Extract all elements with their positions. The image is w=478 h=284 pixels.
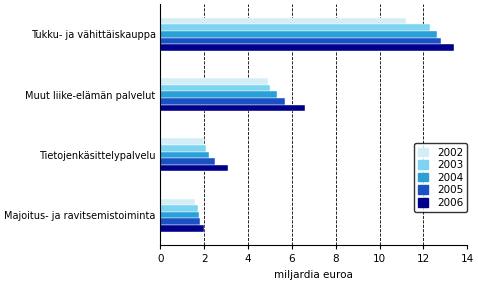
Bar [161, 98, 285, 105]
Bar [161, 31, 436, 37]
Bar [161, 18, 406, 24]
Bar [161, 24, 430, 31]
Bar [161, 78, 268, 85]
Bar [161, 85, 270, 91]
X-axis label: miljardia euroa: miljardia euroa [274, 270, 353, 280]
Bar [161, 105, 305, 111]
Bar [161, 145, 206, 152]
Bar [161, 44, 454, 51]
Bar [161, 152, 208, 158]
Bar [161, 218, 200, 225]
Bar [161, 212, 199, 218]
Bar [161, 199, 196, 205]
Bar [161, 165, 228, 172]
Bar [161, 37, 441, 44]
Legend: 2002, 2003, 2004, 2005, 2006: 2002, 2003, 2004, 2005, 2006 [414, 143, 467, 212]
Bar [161, 138, 204, 145]
Bar [161, 205, 198, 212]
Bar [161, 91, 277, 98]
Bar [161, 158, 215, 165]
Bar [161, 225, 204, 232]
